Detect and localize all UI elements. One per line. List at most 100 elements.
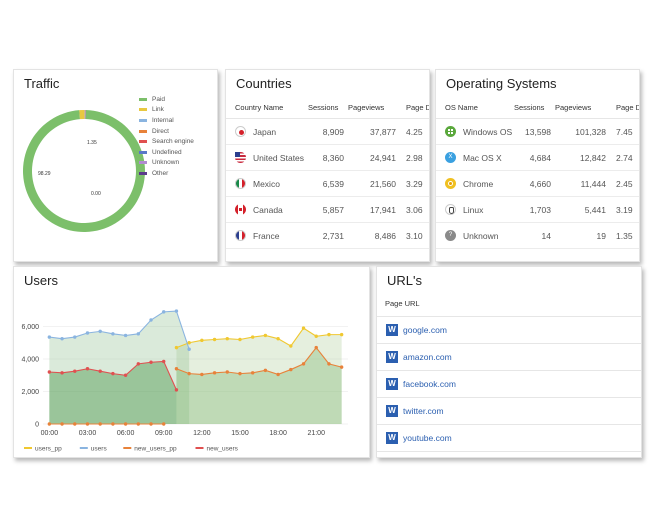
data-point-new_users_pp[interactable] bbox=[174, 367, 179, 371]
table-row[interactable]: ? Unknown 14 19 1.35 bbox=[436, 222, 639, 249]
data-point-new_users_pp[interactable] bbox=[327, 362, 331, 366]
data-point-users_pp[interactable] bbox=[225, 336, 229, 341]
col-header-sessions[interactable]: Sessions bbox=[514, 96, 555, 119]
data-point-users_pp[interactable] bbox=[289, 344, 293, 348]
data-point-users[interactable] bbox=[187, 347, 191, 351]
col-header-os-name[interactable]: OS Name bbox=[436, 96, 514, 119]
data-point-users_pp[interactable] bbox=[250, 335, 255, 339]
data-point-users[interactable] bbox=[85, 331, 90, 335]
table-row[interactable]: France 2,731 8,486 3.10 bbox=[226, 222, 429, 249]
data-point-users[interactable] bbox=[73, 335, 77, 339]
data-point-new_users[interactable] bbox=[123, 373, 128, 377]
data-point-users_pp[interactable] bbox=[187, 341, 191, 345]
data-point-users_pp[interactable] bbox=[276, 336, 280, 341]
legend-item-paid[interactable]: Paid bbox=[139, 94, 194, 105]
table-row[interactable]: Japan 8,909 37,877 4.25 bbox=[226, 118, 429, 145]
url-link[interactable]: twitter.com bbox=[403, 406, 444, 416]
legend-item-other[interactable]: Other bbox=[139, 168, 194, 179]
legend-label: Direct bbox=[152, 127, 169, 135]
data-point-users[interactable] bbox=[149, 318, 153, 322]
donut-slice-direct[interactable] bbox=[84, 110, 86, 120]
donut-slice-link[interactable] bbox=[79, 110, 85, 120]
table-row[interactable]: Canada 5,857 17,941 3.06 bbox=[226, 196, 429, 223]
data-point-new_users[interactable] bbox=[98, 369, 102, 373]
legend-label-new_users[interactable]: new_users bbox=[207, 446, 239, 453]
data-point-users_pp[interactable] bbox=[212, 337, 217, 342]
data-point-new_users_pp[interactable] bbox=[212, 371, 217, 375]
series-line-users[interactable] bbox=[49, 310, 190, 350]
legend-item-link[interactable]: Link bbox=[139, 105, 194, 116]
data-point-new_users[interactable] bbox=[136, 362, 141, 366]
data-point-new_users[interactable] bbox=[162, 359, 166, 364]
col-header-page-depth[interactable]: Page D bbox=[400, 96, 429, 119]
table-row[interactable]: Windows OS 13,598 101,328 7.45 bbox=[436, 118, 639, 145]
data-point-new_users_pp[interactable] bbox=[238, 371, 242, 376]
data-point-users[interactable] bbox=[136, 332, 141, 336]
table-row[interactable]: United States 8,360 24,941 2.98 bbox=[226, 144, 429, 171]
data-point-users[interactable] bbox=[60, 336, 64, 341]
data-point-users[interactable] bbox=[162, 310, 166, 314]
users-card: Users 0 2,000 4,000 6,000 00:00 03:00 06:00 09:… bbox=[13, 266, 370, 458]
legend-label-new_users_pp[interactable]: new_users_pp bbox=[134, 446, 177, 453]
data-point-users[interactable] bbox=[123, 333, 128, 338]
table-row[interactable]: Chrome 4,660 11,444 2.45 bbox=[436, 170, 639, 197]
data-point-new_users_pp[interactable] bbox=[301, 362, 306, 366]
legend-label-users_pp[interactable]: users_pp bbox=[35, 446, 62, 453]
table-row[interactable]: Mexico 6,539 21,560 3.29 bbox=[226, 170, 429, 197]
data-point-users_pp[interactable] bbox=[200, 338, 204, 343]
data-point-new_users_pp[interactable] bbox=[200, 372, 204, 377]
data-point-users_pp[interactable] bbox=[263, 333, 268, 338]
url-link[interactable]: google.com bbox=[403, 325, 447, 335]
series-line-new_users_pp[interactable] bbox=[176, 346, 342, 376]
data-point-new_users[interactable] bbox=[47, 370, 52, 374]
data-point-users_pp[interactable] bbox=[174, 345, 179, 350]
data-point-users_pp[interactable] bbox=[339, 332, 344, 337]
data-point-new_users[interactable] bbox=[174, 388, 179, 392]
url-link[interactable]: amazon.com bbox=[403, 352, 452, 362]
data-point-users_pp[interactable] bbox=[238, 337, 242, 342]
legend-item-search-engine[interactable]: Search engine bbox=[139, 136, 194, 147]
data-point-new_users_pp[interactable] bbox=[289, 367, 293, 372]
legend-item-undefined[interactable]: Undefined bbox=[139, 147, 194, 158]
col-header-pageviews[interactable]: Pageviews bbox=[555, 96, 610, 119]
data-point-new_users_pp[interactable] bbox=[250, 371, 255, 375]
data-point-new_users[interactable] bbox=[85, 367, 90, 371]
data-point-new_users_pp[interactable] bbox=[225, 370, 229, 374]
data-point-new_users_pp[interactable] bbox=[263, 368, 268, 373]
col-header-country[interactable]: Country Name bbox=[226, 96, 308, 119]
data-point-users_pp[interactable] bbox=[301, 326, 306, 330]
table-row[interactable]: X Mac OS X 4,684 12,842 2.74 bbox=[436, 144, 639, 171]
data-point-new_users[interactable] bbox=[73, 369, 77, 373]
data-point-new_users[interactable] bbox=[60, 371, 64, 375]
legend-item-unknown[interactable]: Unknown bbox=[139, 158, 194, 169]
legend-item-internal[interactable]: Internal bbox=[139, 115, 194, 126]
data-point-new_users_pp[interactable] bbox=[314, 345, 318, 350]
table-row[interactable]: Linux 1,703 5,441 3.19 bbox=[436, 196, 639, 223]
legend-label-users[interactable]: users bbox=[91, 446, 108, 453]
data-point-users_pp[interactable] bbox=[314, 334, 318, 338]
url-link[interactable]: facebook.com bbox=[403, 379, 456, 389]
data-point-new_users_pp[interactable] bbox=[187, 371, 191, 376]
data-point-users[interactable] bbox=[98, 329, 102, 334]
legend-item-direct[interactable]: Direct bbox=[139, 126, 194, 137]
data-point-users[interactable] bbox=[111, 332, 115, 336]
traffic-card: Traffic Paid Link Internal Direct Search eng… bbox=[13, 69, 218, 262]
data-point-new_users_pp[interactable] bbox=[339, 365, 344, 369]
data-point-new_users[interactable] bbox=[111, 371, 115, 376]
col-header-sessions[interactable]: Sessions bbox=[308, 96, 348, 119]
col-header-pageviews[interactable]: Pageviews bbox=[348, 96, 400, 119]
data-point-new_users_pp[interactable] bbox=[276, 372, 280, 377]
col-header-page-depth[interactable]: Page D bbox=[610, 96, 639, 119]
url-link[interactable]: youtube.com bbox=[403, 433, 452, 443]
data-point-users[interactable] bbox=[174, 309, 179, 313]
data-point-new_users[interactable] bbox=[149, 360, 153, 364]
data-point-users_pp[interactable] bbox=[327, 332, 331, 337]
windows-icon bbox=[445, 126, 456, 137]
series-line-users_pp[interactable] bbox=[176, 327, 342, 349]
data-point-users[interactable] bbox=[47, 335, 52, 339]
